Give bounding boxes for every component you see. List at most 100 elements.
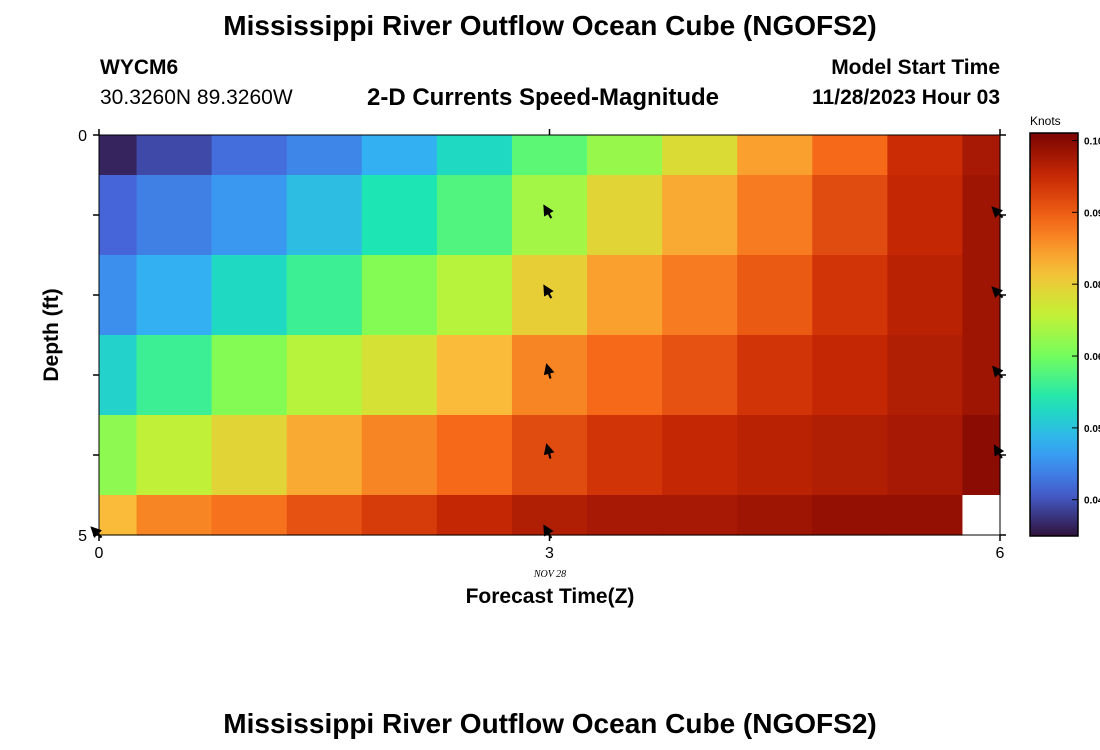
heatmap-cell: [136, 135, 213, 176]
model-start-value: 11/28/2023 Hour 03: [812, 86, 1000, 109]
heatmap-cell: [99, 495, 138, 536]
heatmap-cell: [361, 135, 438, 176]
heatmap-cell: [962, 135, 1001, 176]
chart-title: 2-D Currents Speed-Magnitude: [367, 84, 720, 111]
heatmap-cell: [99, 175, 138, 256]
heatmap-cell: [662, 495, 738, 536]
heatmap-cell: [286, 255, 363, 336]
heatmap-cell: [99, 135, 138, 176]
heatmap-cell: [812, 255, 888, 336]
heatmap-cell: [587, 135, 663, 176]
heatmap-cell: [587, 255, 663, 336]
colorbar-label: Knots: [1030, 114, 1061, 128]
heatmap-cell: [737, 135, 813, 176]
y-tick-label: 5: [78, 528, 87, 545]
heatmap-cell: [812, 335, 888, 416]
heatmap-cell: [812, 135, 888, 176]
heatmap-cell: [136, 495, 213, 536]
heatmap-cell: [887, 255, 964, 336]
colorbar-tick-label: 0.04101: [1084, 496, 1100, 507]
colorbar-tick-label: 0.08203: [1084, 280, 1100, 291]
bottom-title: Mississippi River Outflow Ocean Cube (NG…: [223, 708, 877, 739]
heatmap-cell: [436, 415, 513, 496]
heatmap-cell: [361, 175, 438, 256]
heatmap-cell: [812, 175, 888, 256]
heatmap-cell: [887, 495, 964, 536]
heatmap-cell: [286, 135, 363, 176]
x-date-label: NOV 28: [533, 569, 566, 580]
heatmap-cell: [737, 335, 813, 416]
heatmap-cell: [436, 495, 513, 536]
heatmap-cell: [361, 255, 438, 336]
heatmap-cell: [136, 175, 213, 256]
heatmap-cell: [211, 415, 288, 496]
heatmap-cell: [962, 255, 1001, 336]
heatmap-cell: [587, 175, 663, 256]
heatmap-cell: [436, 255, 513, 336]
x-tick-label: 3: [545, 545, 554, 562]
heatmap-cell: [136, 255, 213, 336]
heatmap-cell: [587, 495, 663, 536]
current-vector: [90, 526, 103, 539]
axes: 0 3 605: [78, 128, 1006, 562]
heatmap-cell: [361, 495, 438, 536]
heatmap-cell: [436, 335, 513, 416]
heatmap-cell: [962, 335, 1001, 416]
y-tick-label: 0: [78, 128, 87, 145]
heatmap-cell: [812, 495, 888, 536]
heatmap-cell: [962, 495, 1001, 536]
current-vector: [543, 443, 555, 459]
heatmap-cell: [962, 175, 1001, 256]
heatmap-cell: [737, 495, 813, 536]
heatmap-cell: [662, 255, 738, 336]
heatmap-cell: [662, 175, 738, 256]
x-tick-label: 6: [996, 545, 1005, 562]
x-axis-label: Forecast Time(Z): [466, 585, 635, 608]
heatmap-cell: [887, 175, 964, 256]
heatmap-cell: [136, 335, 213, 416]
heatmap-cell: [737, 415, 813, 496]
current-vector: [992, 365, 1004, 379]
heatmap-cells: [99, 135, 1001, 536]
current-vector: [991, 286, 1004, 299]
heatmap-cell: [587, 415, 663, 496]
current-vector: [543, 284, 554, 299]
heatmap-cell: [211, 495, 288, 536]
heatmap-cell: [436, 175, 513, 256]
heatmap-cell: [211, 255, 288, 336]
current-vector: [993, 444, 1005, 459]
model-start-label: Model Start Time: [831, 56, 1000, 79]
heatmap-cell: [887, 415, 964, 496]
heatmap-cell: [737, 175, 813, 256]
heatmap-cell: [511, 495, 588, 536]
colorbar-tick-label: 0.09570: [1084, 208, 1100, 219]
heatmap-cell: [662, 135, 738, 176]
colorbar-tick-label: 0.05468: [1084, 424, 1100, 435]
y-axis-label: Depth (ft): [40, 288, 63, 381]
heatmap-cell: [99, 255, 138, 336]
current-vector: [543, 363, 555, 379]
current-vector: [991, 206, 1004, 219]
heatmap-cell: [887, 335, 964, 416]
heatmap-cell: [99, 415, 138, 496]
heatmap-cell: [737, 255, 813, 336]
current-vector: [543, 204, 554, 219]
heatmap-cell: [962, 415, 1001, 496]
heatmap-cell: [211, 335, 288, 416]
heatmap-cell: [587, 335, 663, 416]
heatmap-cell: [99, 335, 138, 416]
x-tick-label: 0: [95, 545, 104, 562]
heatmap-cell: [361, 415, 438, 496]
heatmap-cell: [286, 175, 363, 256]
heatmap-cell: [662, 335, 738, 416]
heatmap-cell: [361, 335, 438, 416]
colorbar-tick-label: 0.06835: [1084, 352, 1100, 363]
heatmap-cell: [436, 135, 513, 176]
heatmap-cell: [887, 135, 964, 176]
colorbar-gradient: [1029, 132, 1079, 537]
heatmap-cell: [662, 415, 738, 496]
heatmap-cell: [211, 175, 288, 256]
station-id: WYCM6: [100, 56, 179, 79]
heatmap-cell: [136, 415, 213, 496]
